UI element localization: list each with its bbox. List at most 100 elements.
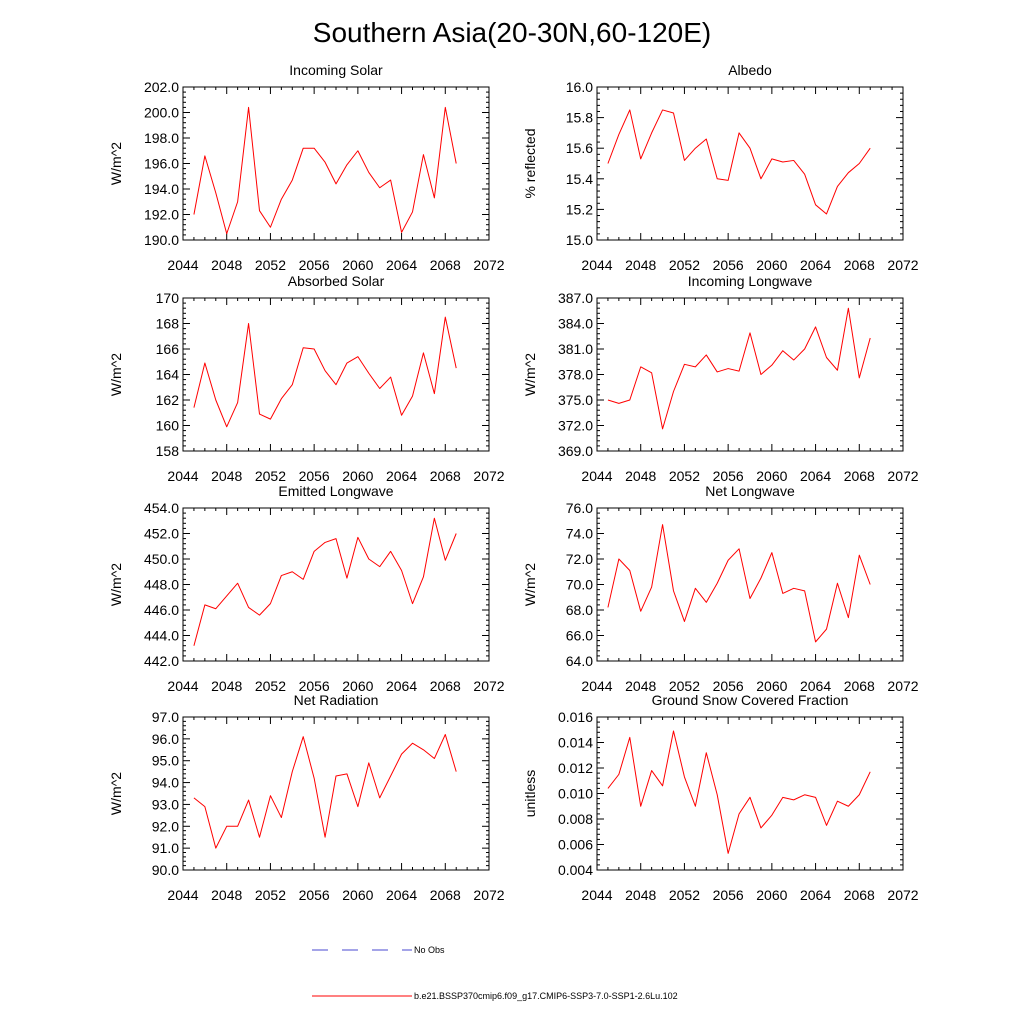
chart-emitted-longwave-y-tick-label: 448.0 <box>144 577 179 593</box>
chart-incoming-solar-x-tick-label: 2052 <box>255 257 286 273</box>
chart-absorbed-solar-series-line <box>193 316 457 428</box>
chart-emitted-longwave-x-tick-label: 2072 <box>473 678 504 694</box>
chart-absorbed-solar-y-axis-label: W/m^2 <box>108 353 124 396</box>
chart-albedo-x-tick-label: 2048 <box>625 257 656 273</box>
chart-absorbed-solar-title: Absorbed Solar <box>288 273 385 289</box>
chart-incoming-solar-x-tick-label: 2072 <box>473 257 504 273</box>
chart-net-radiation-y-tick-label: 97.0 <box>152 709 179 725</box>
chart-absorbed-solar-x-tick-label: 2064 <box>386 468 417 484</box>
chart-net-radiation-x-tick-label: 2044 <box>167 887 198 903</box>
chart-incoming-solar-title: Incoming Solar <box>289 62 383 78</box>
chart-net-longwave-x-tick-label: 2052 <box>669 678 700 694</box>
chart-incoming-longwave-y-tick-label: 384.0 <box>558 316 593 332</box>
chart-ground-snow-covered-fraction-x-tick-label: 2048 <box>625 887 656 903</box>
chart-incoming-longwave-title: Incoming Longwave <box>688 273 813 289</box>
chart-net-longwave-x-tick-label: 2048 <box>625 678 656 694</box>
chart-ground-snow-covered-fraction-y-tick-label: 0.012 <box>558 760 593 776</box>
chart-absorbed-solar-y-tick-label: 162 <box>156 392 180 408</box>
chart-incoming-longwave-x-tick-label: 2064 <box>800 468 831 484</box>
chart-incoming-solar-y-tick-label: 192.0 <box>144 207 179 223</box>
chart-incoming-solar: Incoming Solar 2044 2048 2052 2056 2060 2064 20… <box>108 62 505 273</box>
chart-ground-snow-covered-fraction-title: Ground Snow Covered Fraction <box>652 692 849 708</box>
chart-net-longwave-x-tick-label: 2072 <box>887 678 918 694</box>
chart-ground-snow-covered-fraction-x-tick-label: 2068 <box>844 887 875 903</box>
chart-net-longwave-title: Net Longwave <box>705 483 795 499</box>
chart-net-radiation-x-tick-label: 2048 <box>211 887 242 903</box>
chart-emitted-longwave-x-tick-label: 2064 <box>386 678 417 694</box>
chart-incoming-solar-y-axis-label: W/m^2 <box>108 142 124 185</box>
chart-absorbed-solar-y-tick-label: 170 <box>156 290 180 306</box>
chart-ground-snow-covered-fraction-series-line <box>607 730 871 854</box>
figure-title: Southern Asia(20-30N,60-120E) <box>313 17 711 48</box>
chart-absorbed-solar-x-tick-label: 2044 <box>167 468 198 484</box>
chart-emitted-longwave-x-tick-label: 2044 <box>167 678 198 694</box>
chart-albedo-title: Albedo <box>728 62 772 78</box>
chart-incoming-longwave-y-tick-label: 375.0 <box>558 392 593 408</box>
chart-net-radiation-x-tick-label: 2072 <box>473 887 504 903</box>
chart-incoming-longwave-x-tick-label: 2052 <box>669 468 700 484</box>
chart-incoming-longwave-y-tick-label: 387.0 <box>558 290 593 306</box>
chart-incoming-solar-frame <box>182 86 490 241</box>
chart-ground-snow-covered-fraction-y-tick-label: 0.004 <box>558 862 593 878</box>
chart-albedo-y-tick-label: 16.0 <box>566 79 593 95</box>
chart-net-radiation-y-tick-label: 92.0 <box>152 818 179 834</box>
chart-incoming-solar-x-tick-label: 2044 <box>167 257 198 273</box>
chart-emitted-longwave-y-tick-label: 442.0 <box>144 653 179 669</box>
chart-emitted-longwave-y-tick-label: 450.0 <box>144 551 179 567</box>
chart-incoming-longwave-frame <box>596 297 904 452</box>
chart-albedo-y-tick-label: 15.2 <box>566 201 593 217</box>
legend: No Obs b.e21.BSSP370cmip6.f09_g17.CMIP6-S… <box>312 945 678 1001</box>
chart-incoming-solar-y-tick-label: 198.0 <box>144 130 179 146</box>
chart-incoming-longwave-y-tick-label: 369.0 <box>558 443 593 459</box>
chart-emitted-longwave-y-axis-label: W/m^2 <box>108 563 124 606</box>
chart-albedo-y-tick-label: 15.8 <box>566 110 593 126</box>
chart-net-radiation-x-tick-label: 2052 <box>255 887 286 903</box>
chart-incoming-solar-y-tick-label: 196.0 <box>144 156 179 172</box>
chart-albedo-y-tick-label: 15.4 <box>566 171 593 187</box>
chart-absorbed-solar-y-tick-label: 166 <box>156 341 180 357</box>
chart-albedo-x-tick-label: 2060 <box>756 257 787 273</box>
chart-albedo-y-tick-label: 15.0 <box>566 232 593 248</box>
chart-net-longwave-y-tick-label: 64.0 <box>566 653 593 669</box>
chart-incoming-longwave-y-tick-label: 372.0 <box>558 418 593 434</box>
chart-emitted-longwave-x-tick-label: 2052 <box>255 678 286 694</box>
chart-net-longwave-series-line <box>607 524 871 643</box>
chart-emitted-longwave-y-tick-label: 444.0 <box>144 628 179 644</box>
chart-incoming-longwave-x-tick-label: 2072 <box>887 468 918 484</box>
chart-net-radiation-x-tick-label: 2064 <box>386 887 417 903</box>
chart-incoming-solar-x-tick-label: 2068 <box>430 257 461 273</box>
chart-albedo-y-axis-label: % reflected <box>522 128 538 198</box>
chart-ground-snow-covered-fraction-y-tick-label: 0.016 <box>558 709 593 725</box>
chart-absorbed-solar-x-tick-label: 2052 <box>255 468 286 484</box>
chart-emitted-longwave-title: Emitted Longwave <box>278 483 393 499</box>
chart-absorbed-solar-y-tick-label: 160 <box>156 418 180 434</box>
chart-emitted-longwave-frame <box>182 507 490 662</box>
chart-absorbed-solar-x-tick-label: 2056 <box>299 468 330 484</box>
chart-net-radiation-y-tick-label: 94.0 <box>152 775 179 791</box>
chart-incoming-longwave-x-tick-label: 2044 <box>581 468 612 484</box>
chart-absorbed-solar-x-tick-label: 2048 <box>211 468 242 484</box>
chart-net-radiation-y-tick-label: 90.0 <box>152 862 179 878</box>
chart-absorbed-solar-y-tick-label: 158 <box>156 443 180 459</box>
chart-incoming-solar-y-tick-label: 194.0 <box>144 181 179 197</box>
chart-absorbed-solar-x-tick-label: 2072 <box>473 468 504 484</box>
chart-net-longwave-x-tick-label: 2044 <box>581 678 612 694</box>
chart-net-radiation: Net Radiation 2044 2048 2052 2056 2060 2064 206… <box>108 692 505 903</box>
chart-net-longwave-y-tick-label: 66.0 <box>566 628 593 644</box>
chart-albedo-x-tick-label: 2072 <box>887 257 918 273</box>
chart-albedo-x-tick-label: 2068 <box>844 257 875 273</box>
chart-incoming-solar-y-tick-label: 202.0 <box>144 79 179 95</box>
chart-emitted-longwave: Emitted Longwave 2044 2048 2052 2056 2060 2064… <box>108 483 505 694</box>
chart-incoming-solar-y-tick-label: 200.0 <box>144 105 179 121</box>
chart-emitted-longwave-y-tick-label: 454.0 <box>144 500 179 516</box>
chart-ground-snow-covered-fraction-x-tick-label: 2056 <box>713 887 744 903</box>
legend-label-model: b.e21.BSSP370cmip6.f09_g17.CMIP6-SSP3-7.… <box>414 991 678 1001</box>
chart-incoming-longwave-x-tick-label: 2056 <box>713 468 744 484</box>
chart-absorbed-solar: Absorbed Solar 2044 2048 2052 2056 2060 2064 20… <box>108 273 505 484</box>
chart-emitted-longwave-y-tick-label: 452.0 <box>144 526 179 542</box>
chart-incoming-solar-x-tick-label: 2064 <box>386 257 417 273</box>
chart-absorbed-solar-x-tick-label: 2060 <box>342 468 373 484</box>
chart-albedo: Albedo 2044 2048 2052 2056 2060 2064 2068 2072 15… <box>522 62 919 273</box>
chart-net-longwave-y-axis-label: W/m^2 <box>522 563 538 606</box>
